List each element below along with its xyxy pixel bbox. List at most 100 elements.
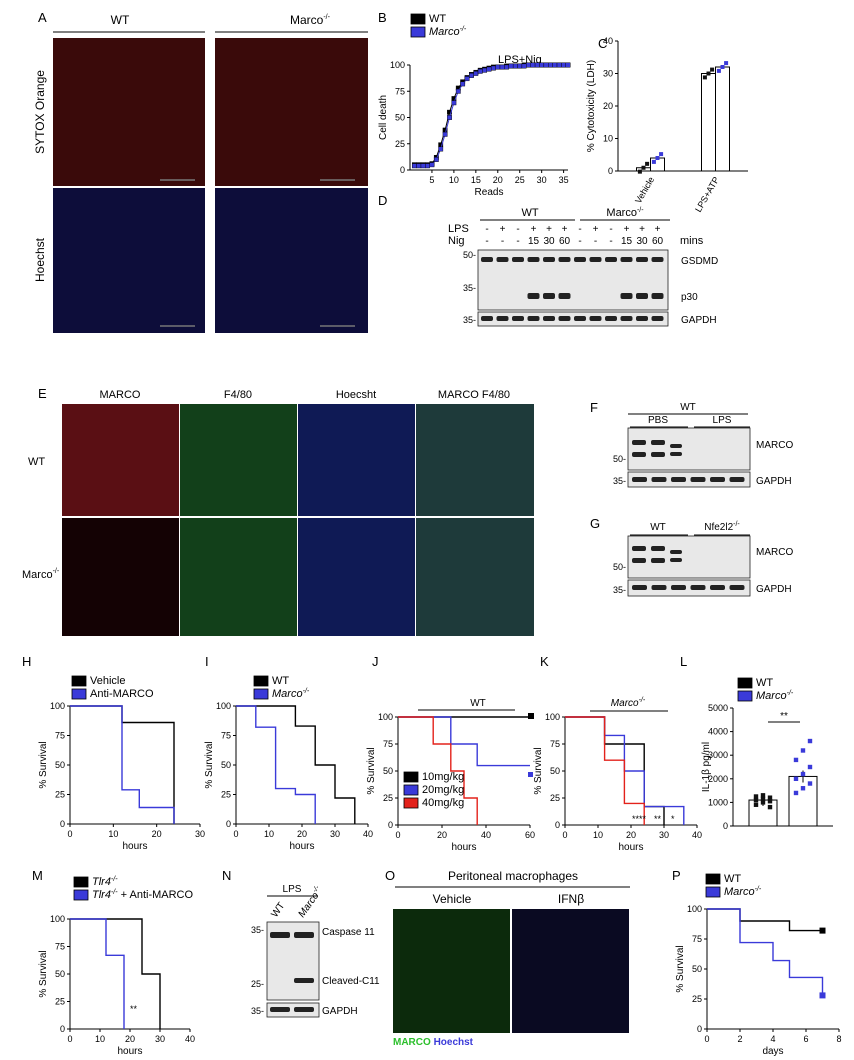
- x-tick-label: 20: [152, 829, 162, 839]
- x-tick-label: 10: [593, 830, 603, 840]
- panelF-title: WT: [680, 402, 696, 413]
- data-point: [800, 786, 806, 791]
- panel-letter-j: J: [372, 654, 379, 669]
- legend-label: 20mg/kg: [422, 784, 464, 796]
- x-tick-label: 60: [525, 830, 535, 840]
- data-point: [495, 64, 501, 70]
- x-tick-label: 15: [471, 175, 481, 185]
- data-point: [460, 81, 466, 87]
- panelD-lane-value: -: [609, 224, 612, 235]
- panelA-col-marco: Marco-/-: [290, 13, 331, 27]
- data-point: [425, 163, 430, 169]
- data-point: [724, 61, 729, 66]
- data-point: [447, 109, 452, 115]
- panelF-blot-marco: [627, 427, 751, 471]
- panelA-image-wt-hoechst: [53, 188, 205, 333]
- survival-line-marco: [707, 908, 824, 996]
- panelD-lane-value: +: [624, 224, 630, 235]
- series-line-wt: [414, 64, 568, 166]
- panelE-col-f480: F4/80: [224, 389, 252, 401]
- blot-band: [636, 293, 648, 299]
- blot-band: [294, 932, 314, 938]
- legend-label: WT: [429, 13, 446, 25]
- x-tick-label: 35: [559, 175, 569, 185]
- mw-marker: 35-: [251, 1006, 264, 1016]
- panelD-lane-value: -: [516, 236, 519, 247]
- panelD-lane-value: 15: [621, 236, 633, 247]
- legend-swatch: [737, 677, 753, 689]
- blot-band: [729, 477, 745, 482]
- x-tick-label: 0: [67, 1034, 72, 1044]
- y-tick-label: 1000: [708, 797, 728, 807]
- panelO-image-vehicle: [393, 909, 510, 1033]
- data-point: [767, 799, 773, 804]
- blot-band: [512, 257, 524, 262]
- panelN-title: LPS: [283, 884, 302, 895]
- data-point: [720, 65, 725, 69]
- panel-letter-d: D: [378, 193, 387, 208]
- blot-band: [670, 452, 682, 456]
- panelD-lane-value: +: [593, 224, 599, 235]
- y-tick-label: 0: [60, 1024, 65, 1034]
- y-tick-label: 75: [221, 731, 231, 741]
- x-tick-label: 20: [297, 829, 307, 839]
- legend-swatch: [403, 797, 419, 809]
- x-tick-label: 4: [770, 1034, 775, 1044]
- panelA-col-wt: WT: [111, 13, 130, 27]
- blot-band: [632, 558, 646, 563]
- data-point: [477, 68, 483, 74]
- y-tick-label: 100: [378, 712, 393, 722]
- legend-label: Tlr4-/-: [92, 876, 118, 888]
- y-tick-label: 100: [50, 914, 65, 924]
- panelO-legend: MARCO Hoechst: [393, 1037, 474, 1048]
- data-point: [807, 781, 813, 786]
- band-label-p30: p30: [681, 292, 698, 303]
- blot-band: [481, 316, 493, 321]
- panelA-row-sytox: SYTOX Orange: [33, 70, 47, 154]
- band-label-marco: MARCO: [756, 547, 793, 558]
- data-point: [716, 68, 721, 73]
- data-point: [543, 62, 549, 68]
- legend-label: WT: [272, 675, 289, 687]
- panelK-group-label: Marco-/-: [611, 697, 646, 709]
- y-tick-label: 0: [723, 821, 728, 831]
- blot-band: [496, 316, 509, 321]
- x-tick-label: 30: [537, 175, 547, 185]
- panelA-image-marco-hoechst: [215, 188, 368, 333]
- y-tick-label: 25: [395, 139, 405, 149]
- band-label-gapdh: GAPDH: [756, 476, 792, 487]
- y-tick-label: 50: [55, 760, 65, 770]
- x-tick-label: 10: [264, 829, 274, 839]
- x-category-label: LPS+ATP: [693, 175, 721, 214]
- legend-swatch: [253, 688, 269, 700]
- panelD-lane-value: +: [531, 224, 537, 235]
- panelN-blot-gapdh: [266, 1002, 320, 1018]
- x-axis-label: hours: [289, 841, 314, 852]
- panelE-row-wt: WT: [28, 456, 45, 468]
- y-tick-label: 25: [55, 790, 65, 800]
- panelE-col-merge: MARCO F4/80: [438, 389, 510, 401]
- y-axis-label: % Cytotoxicity (LDH): [586, 60, 597, 152]
- data-point: [807, 738, 813, 744]
- x-tick-label: 30: [330, 829, 340, 839]
- x-axis-label: Reads: [475, 187, 504, 198]
- data-point: [807, 764, 813, 770]
- panel-letter-g: G: [590, 516, 600, 531]
- blot-band: [690, 585, 706, 590]
- data-point: [702, 75, 707, 80]
- mw-marker: 35-: [463, 283, 476, 293]
- data-point: [512, 63, 518, 69]
- data-point: [641, 165, 646, 170]
- x-tick-label: 20: [493, 175, 503, 185]
- y-axis-label: % Survival: [533, 747, 544, 794]
- significance-2: **: [654, 814, 662, 824]
- panelE-image-ko-marco: [62, 518, 179, 636]
- blot-band: [651, 558, 665, 563]
- survival-line-40mg-kg: [565, 716, 645, 825]
- data-point: [645, 161, 650, 166]
- data-point: [800, 771, 806, 777]
- y-tick-label: 50: [692, 964, 702, 974]
- blot-band: [481, 257, 493, 262]
- data-point: [451, 100, 457, 106]
